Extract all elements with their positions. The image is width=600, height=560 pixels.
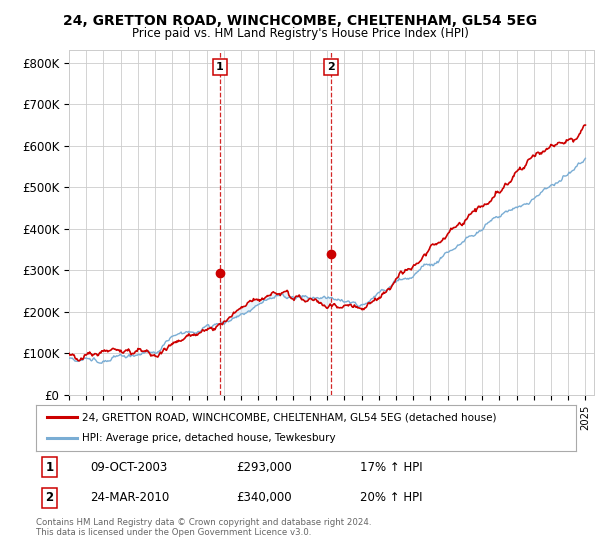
Text: 17% ↑ HPI: 17% ↑ HPI [360, 461, 422, 474]
Text: 20% ↑ HPI: 20% ↑ HPI [360, 491, 422, 504]
Text: 09-OCT-2003: 09-OCT-2003 [90, 461, 167, 474]
Text: 24-MAR-2010: 24-MAR-2010 [90, 491, 169, 504]
Text: 1: 1 [216, 62, 224, 72]
Text: £340,000: £340,000 [236, 491, 292, 504]
Text: £293,000: £293,000 [236, 461, 292, 474]
Text: 24, GRETTON ROAD, WINCHCOMBE, CHELTENHAM, GL54 5EG: 24, GRETTON ROAD, WINCHCOMBE, CHELTENHAM… [63, 14, 537, 28]
Text: 1: 1 [46, 461, 53, 474]
Text: 2: 2 [46, 491, 53, 504]
Text: 24, GRETTON ROAD, WINCHCOMBE, CHELTENHAM, GL54 5EG (detached house): 24, GRETTON ROAD, WINCHCOMBE, CHELTENHAM… [82, 412, 496, 422]
Text: Price paid vs. HM Land Registry's House Price Index (HPI): Price paid vs. HM Land Registry's House … [131, 27, 469, 40]
Text: Contains HM Land Registry data © Crown copyright and database right 2024.
This d: Contains HM Land Registry data © Crown c… [36, 518, 371, 538]
Text: HPI: Average price, detached house, Tewkesbury: HPI: Average price, detached house, Tewk… [82, 433, 335, 444]
Text: 2: 2 [327, 62, 335, 72]
